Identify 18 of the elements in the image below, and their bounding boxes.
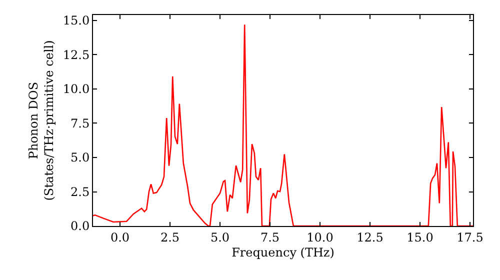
x-tick-label: 2.5 [160, 230, 180, 244]
line-series [93, 24, 473, 226]
x-tick-label: 17.5 [456, 230, 484, 244]
y-tick-label: 5.0 [70, 150, 90, 165]
x-tick-label: 10.0 [306, 230, 334, 244]
y-tick-label: 2.5 [70, 184, 90, 199]
y-axis-title: Phonon DOS (States/THz·primitive cell) [26, 40, 56, 201]
x-axis-title: Frequency (THz) [232, 245, 334, 260]
x-tick-label: 7.5 [260, 230, 280, 244]
x-tick-label: 0.0 [110, 230, 130, 244]
y-tick-label: 7.5 [70, 116, 90, 130]
y-tick-label: 10.0 [62, 82, 90, 96]
x-tick-label: 15.0 [406, 230, 434, 244]
y-tick-label: 0.0 [70, 219, 90, 234]
y-tick-label: 12.5 [62, 48, 90, 62]
x-tick-label: 5.0 [210, 230, 230, 244]
x-tick-label: 12.5 [356, 230, 384, 244]
y-tick-label: 15.0 [62, 14, 90, 28]
